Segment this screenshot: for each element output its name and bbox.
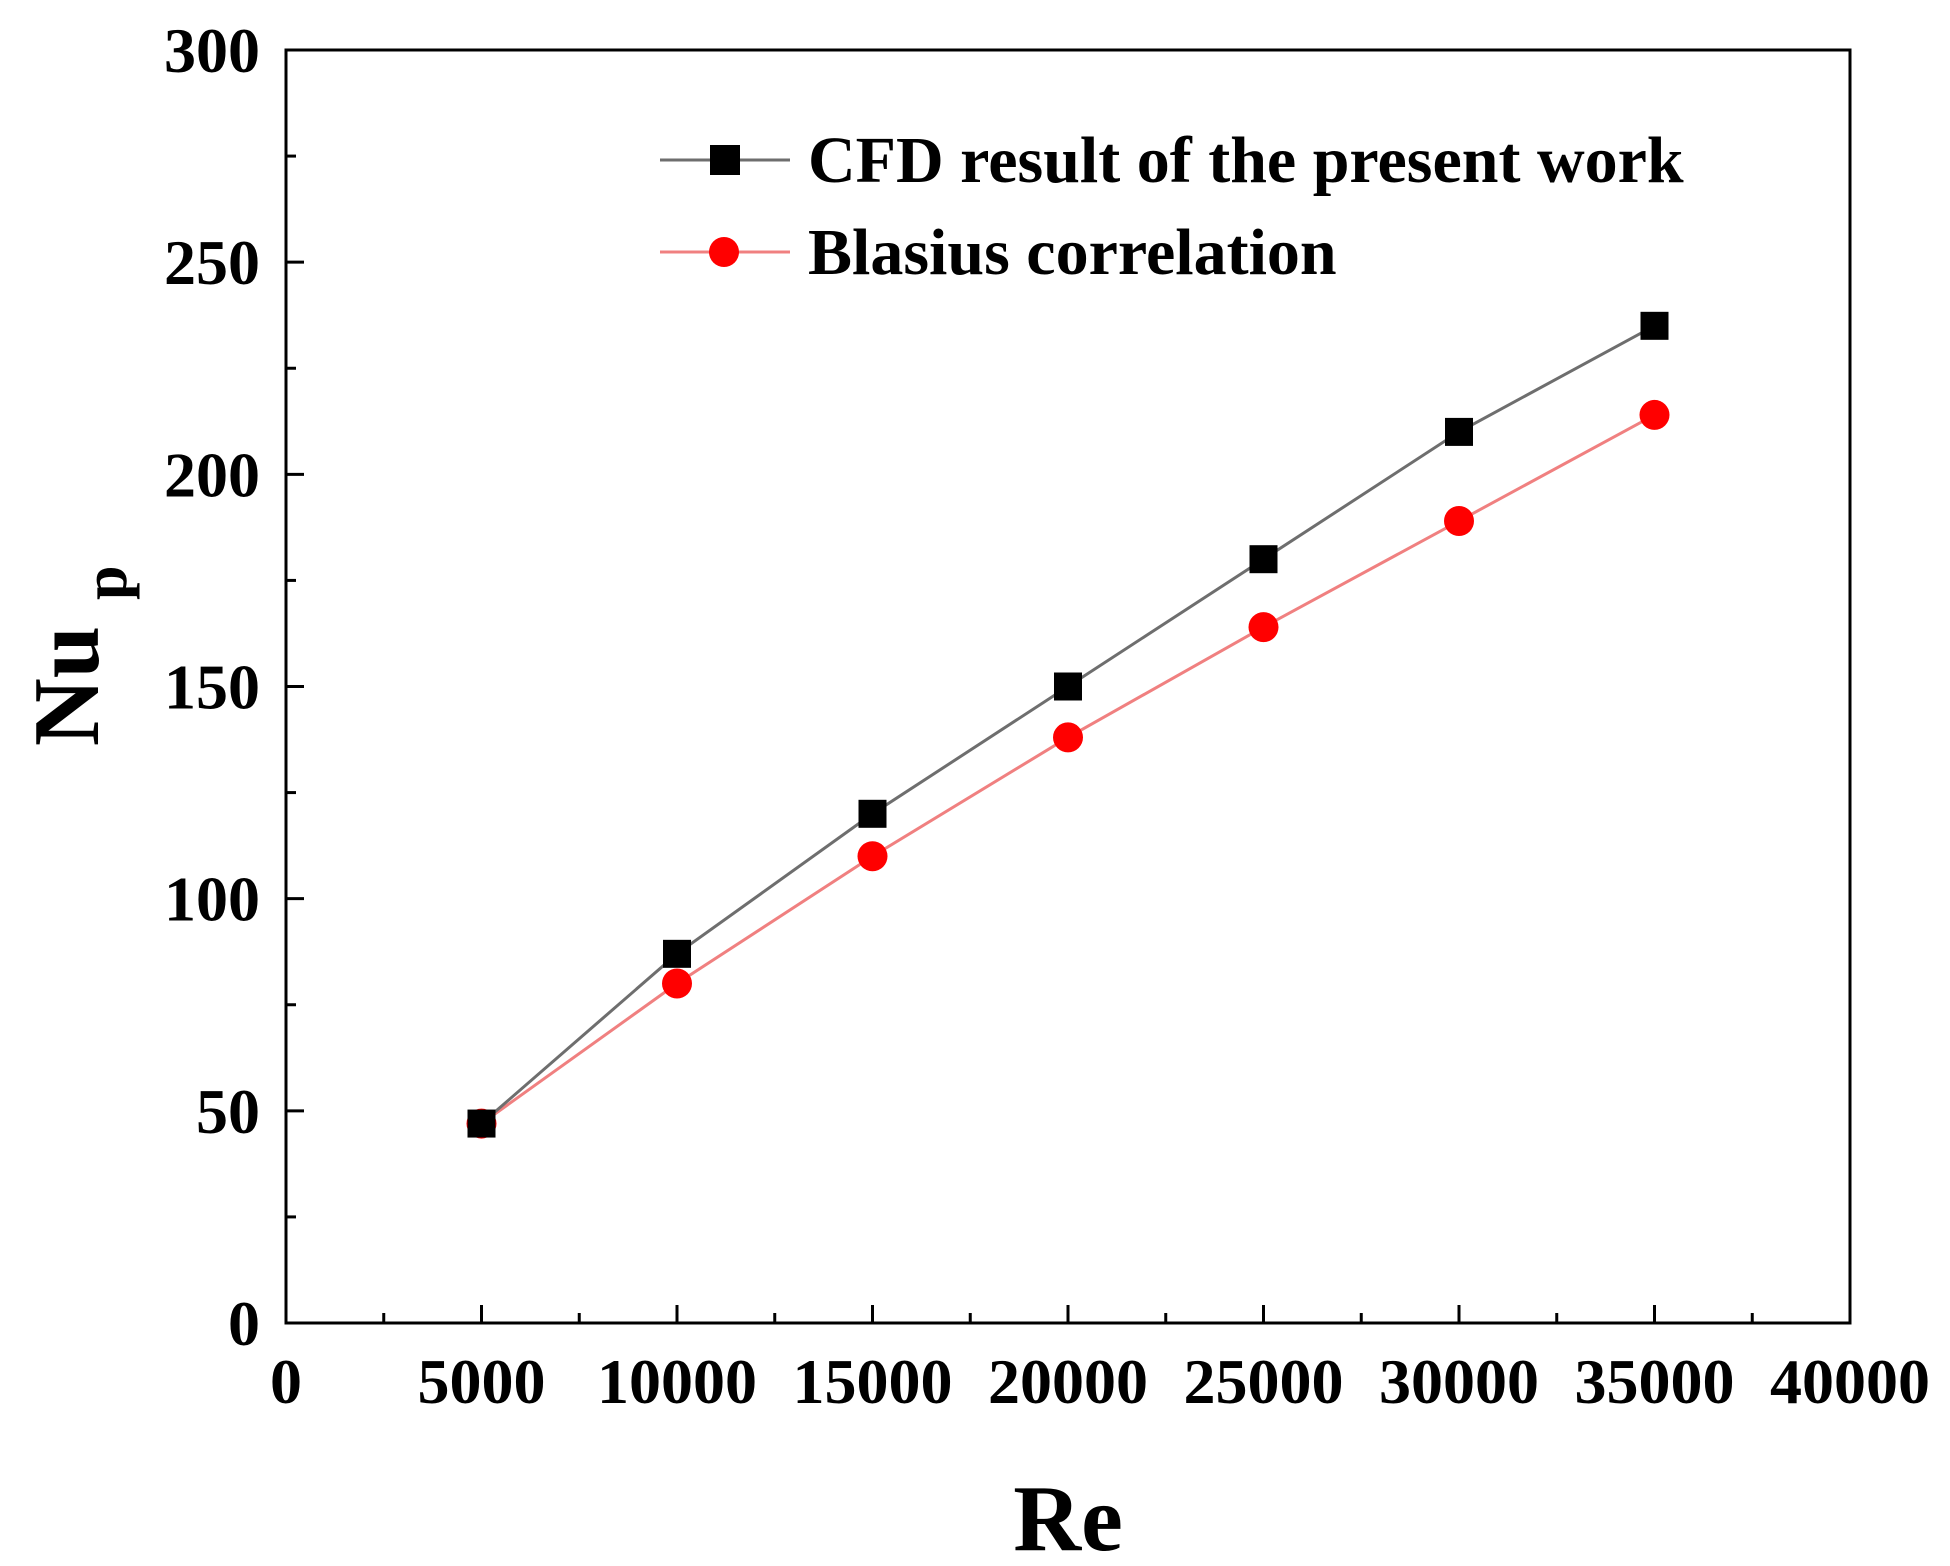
x-tick-label: 30000 [1379,1346,1539,1417]
y-tick-label: 150 [164,652,260,723]
y-tick-label: 200 [164,439,260,510]
legend-marker-blasius [709,237,739,267]
y-axis-title: Nu p [15,566,140,747]
data-point-cfd [1445,417,1473,446]
svg-text:p: p [72,566,140,600]
x-tick-label: 35000 [1575,1346,1735,1417]
x-axis-ticks: 0 5000 10000 15000 20000 25000 30000 35000 40000 [270,1305,1930,1417]
data-point-blasius [662,968,692,999]
y-tick-label: 50 [196,1076,260,1147]
data-point-blasius [1248,612,1279,643]
legend-marker-cfd [710,145,740,175]
data-point-cfd [467,1109,496,1138]
x-tick-label: 5000 [418,1346,546,1417]
x-tick-label: 10000 [597,1346,757,1417]
y-tick-label: 0 [228,1288,260,1359]
data-point-cfd [1640,311,1669,340]
data-point-blasius [1639,399,1670,430]
x-axis-title: Re [1013,1467,1123,1566]
data-point-cfd [1249,545,1278,574]
data-point-blasius [1053,722,1083,753]
y-tick-label: 100 [164,864,260,935]
x-tick-label: 15000 [793,1346,953,1417]
data-point-cfd [858,799,887,828]
series-layer [466,311,1670,1139]
x-tick-label: 20000 [988,1346,1148,1417]
y-axis-title-subscript: p [72,566,140,600]
data-point-blasius [857,841,888,872]
x-tick-label: 40000 [1770,1346,1930,1417]
y-axis-ticks: 0 50 100 150 200 250 300 [164,15,304,1359]
svg-text:Nu: Nu [15,626,119,746]
x-tick-label: 25000 [1184,1346,1344,1417]
x-tick-label: 0 [270,1346,302,1417]
y-tick-label: 300 [164,15,260,86]
series-line-1 [480,413,1656,1125]
y-axis-title-main: Nu [15,626,119,746]
data-point-blasius [1444,506,1474,537]
legend-label-cfd: CFD result of the present work [808,124,1684,197]
data-point-cfd [663,939,691,968]
data-point-cfd [1054,672,1082,701]
y-tick-label: 250 [164,227,260,298]
legend: CFD result of the present work Blasius c… [660,124,1684,289]
legend-label-blasius: Blasius correlation [808,216,1337,289]
